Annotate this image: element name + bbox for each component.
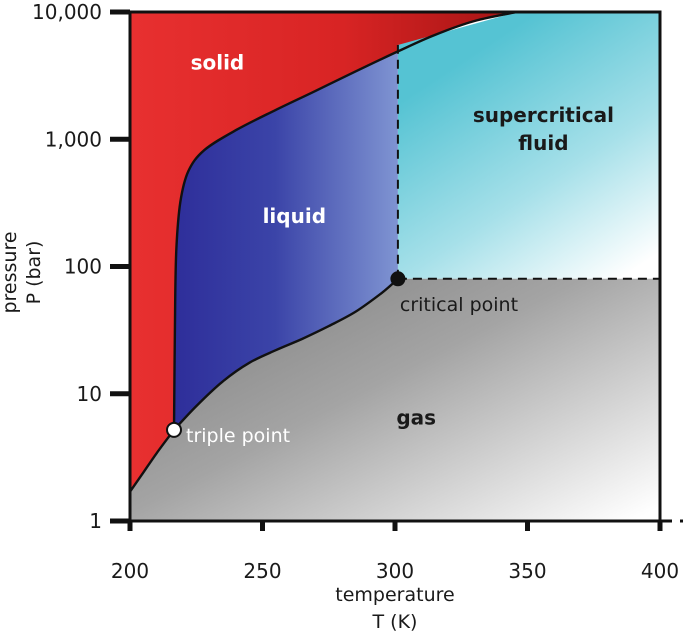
- x-tick-label-250: 250: [243, 559, 281, 583]
- x-tick-label-350: 350: [508, 559, 546, 583]
- y-tick-label-1,000: 1,000: [45, 127, 102, 151]
- y-tick-label-10,000: 10,000: [32, 0, 102, 24]
- region-label-liquid: liquid: [263, 204, 326, 228]
- region-gas: [130, 278, 660, 521]
- melting-curve: [172, 10, 518, 430]
- critical-point-marker: [390, 271, 406, 287]
- region-label-supercritical: supercritical: [473, 103, 614, 127]
- x-tick-label-400: 400: [641, 559, 679, 583]
- region-liquid: [174, 45, 398, 430]
- x-axis-unit: T (K): [372, 611, 418, 633]
- y-tick-label-100: 100: [64, 255, 102, 279]
- region-solid: [130, 12, 517, 492]
- triple-point-label: triple point: [186, 425, 290, 447]
- region-label-fluid: fluid: [518, 131, 568, 155]
- sublimation-curve: [129, 429, 175, 493]
- y-axis-unit: P (bar): [23, 241, 45, 305]
- y-axis-title: pressure: [0, 231, 21, 313]
- x-tick-label-200: 200: [111, 559, 149, 583]
- critical-point-label: critical point: [400, 294, 518, 316]
- region-label-solid: solid: [191, 51, 245, 75]
- y-tick-label-1: 1: [89, 509, 102, 533]
- x-tick-label-300: 300: [376, 559, 414, 583]
- region-supercritical: [397, 12, 660, 279]
- y-tick-label-10: 10: [77, 382, 102, 406]
- x-axis-title: temperature: [335, 584, 454, 606]
- vaporization-curve: [173, 277, 399, 431]
- triple-point-marker: [166, 421, 182, 438]
- region-label-gas: gas: [396, 406, 436, 430]
